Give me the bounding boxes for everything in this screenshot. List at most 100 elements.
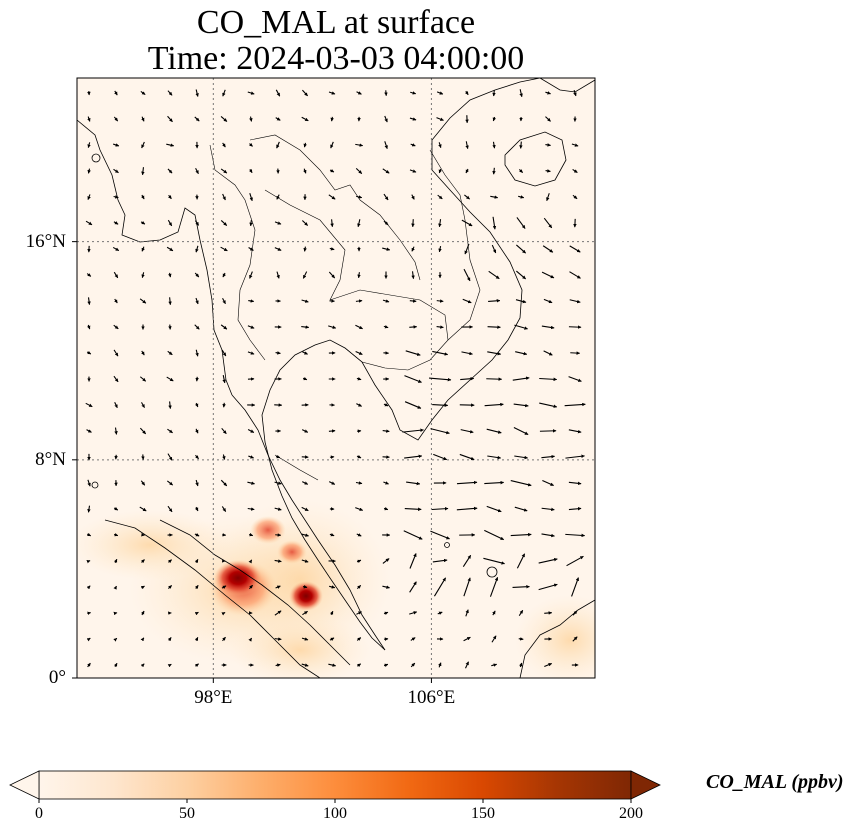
wind-arrow [433,453,448,461]
wind-arrow [248,559,253,564]
wind-arrow [411,271,415,280]
wind-arrow [167,90,173,96]
wind-arrow [438,246,442,253]
wind-arrow [222,193,226,201]
wind-arrow [514,455,529,460]
wind-arrow [544,611,553,615]
wind-arrow [274,507,282,511]
wind-arrow [492,89,496,97]
wind-arrow [194,402,199,408]
wind-arrow [274,221,282,225]
colorbar [9,770,661,803]
wind-arrow [492,141,496,149]
wind-arrow [356,195,363,199]
wind-arrow [487,455,502,460]
wind-arrow [456,480,478,485]
wind-arrow [167,219,173,227]
wind-arrow [328,194,336,200]
wind-arrow [543,298,553,304]
wind-arrow [220,116,228,122]
wind-arrow [167,428,173,434]
wind-arrow [329,168,335,173]
wind-arrow [383,325,389,329]
colorbar-tick-label: 150 [471,805,495,822]
wind-arrow [515,244,527,254]
wind-arrow [222,272,226,278]
wind-arrow [510,480,532,487]
wind-arrow [276,141,280,149]
wind-arrow [247,507,255,511]
wind-arrow [510,532,532,537]
wind-arrow [430,530,450,540]
wind-arrow [541,507,555,512]
wind-arrow [355,143,364,147]
wind-arrow [411,246,415,252]
wind-arrow [518,662,523,668]
wind-arrow [356,91,362,95]
wind-arrow [356,454,362,459]
wind-arrow [195,89,199,97]
wind-arrow [571,577,579,597]
wind-arrow [431,506,449,511]
wind-arrow [545,169,551,173]
wind-arrow [356,584,362,590]
wind-arrow [167,350,173,356]
wind-arrow [87,324,91,330]
wind-arrow [141,246,145,252]
wind-arrow [329,610,334,616]
wind-arrow [114,401,118,409]
wind-arrow [542,245,554,253]
wind-arrow [382,168,390,174]
wind-arrow [406,481,421,486]
wind-arrow [490,195,499,199]
wind-arrow [195,168,199,175]
wind-arrow [539,402,558,408]
wind-arrow [410,91,417,95]
wind-arrow [194,637,199,641]
wind-arrow [465,168,469,174]
wind-arrow [247,481,255,485]
wind-arrow [543,217,553,229]
wind-arrow [113,195,119,199]
wind-arrow [516,217,526,229]
wind-arrow [572,168,578,174]
wind-arrow [221,349,227,357]
lat-tick-label: 0° [48,667,66,688]
wind-arrow [248,168,253,174]
wind-arrow [113,611,118,616]
wind-arrow [276,194,280,200]
wind-arrow [274,559,282,563]
wind-arrow [139,427,147,435]
wind-arrow [573,89,577,97]
wind-arrow [569,299,581,304]
wind-arrow [194,116,200,122]
island-anambas [444,542,450,548]
wind-arrow [113,375,119,383]
wind-arrow [140,220,146,225]
colorbar-tick-label: 50 [179,805,195,822]
wind-arrow [222,375,226,384]
wind-arrow [220,479,228,487]
wind-arrow [168,194,172,200]
wind-arrow [568,376,582,382]
hotspot-north-1 [250,516,286,544]
wind-arrow [195,428,199,434]
colorbar-gradient [38,770,632,800]
wind-arrow [382,429,390,433]
wind-arrow [437,194,443,200]
coast-hainan [504,131,567,187]
border-vietnam [429,149,481,341]
wind-arrow [411,219,415,228]
wind-arrow [564,402,586,407]
wind-arrow [329,637,335,641]
plume-borneo [515,595,595,678]
wind-arrow [248,584,254,590]
wind-arrow [328,271,336,279]
wind-arrow [113,349,119,357]
wind-arrow [222,89,226,97]
colorbar-extend-low [9,770,40,800]
wind-arrow [409,169,417,173]
wind-arrow [140,663,145,668]
wind-arrow [460,376,475,381]
wind-arrow [384,115,388,123]
